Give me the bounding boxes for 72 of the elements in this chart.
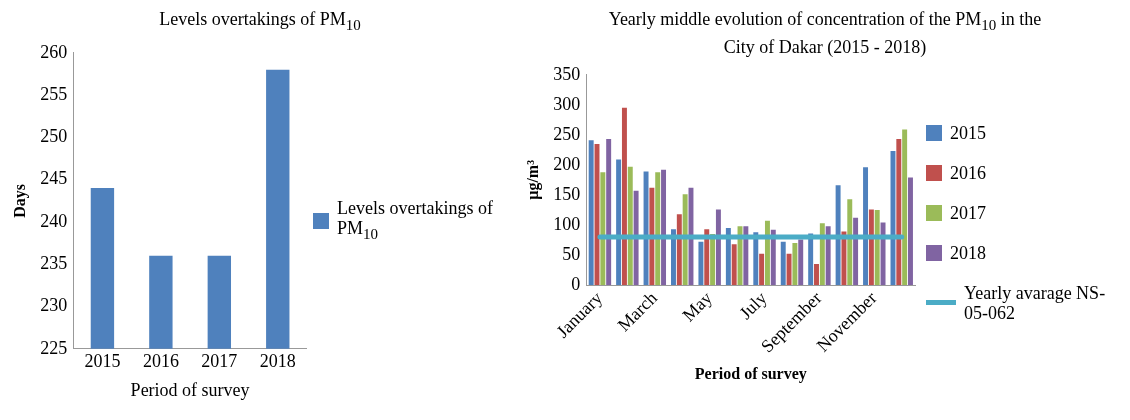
bar: [616, 159, 622, 285]
chart-title: Levels overtakings of PM$_{10}$: [159, 8, 361, 35]
bar: [655, 171, 661, 285]
y-tick-label: 0: [571, 273, 581, 294]
x-tick-label: 2018: [259, 350, 296, 371]
y-tick-label: 235: [40, 252, 68, 273]
bar: [808, 233, 814, 285]
y-tick-label: 300: [553, 93, 581, 114]
y-axis-title: µg/m³: [523, 159, 542, 200]
y-tick-label: 200: [553, 153, 581, 174]
y-tick-label: 255: [40, 83, 68, 104]
x-axis-title: Period of survey: [694, 364, 807, 383]
bar: [780, 241, 786, 285]
bar: [907, 177, 913, 285]
bar: [825, 225, 831, 285]
bar: [896, 138, 902, 285]
y-tick-label: 100: [553, 213, 581, 234]
bar: [880, 222, 886, 285]
x-tick-label: 2017: [201, 350, 238, 371]
bar: [606, 138, 612, 285]
bar: [621, 107, 627, 285]
y-tick-label: 260: [40, 41, 68, 62]
bar: [798, 239, 804, 285]
y-tick-label: 350: [553, 63, 581, 84]
y-tick-label: 250: [553, 123, 581, 144]
bar: [588, 139, 594, 285]
bar: [819, 222, 825, 285]
x-axis-title: Period of survey: [130, 379, 250, 400]
y-tick-label: 240: [40, 210, 68, 231]
bar: [847, 198, 853, 285]
x-tick-label: 2015: [84, 350, 121, 371]
bar: [698, 241, 704, 285]
bar: [633, 190, 639, 285]
bar: [600, 171, 606, 285]
bar: [764, 220, 770, 285]
legend-label: 2018: [950, 242, 986, 263]
bar: [792, 242, 798, 285]
legend-label: Yearly avarage NS-05-062: [964, 282, 1107, 323]
bar: [649, 187, 655, 285]
bar: [743, 225, 749, 285]
bar: [688, 187, 694, 285]
bar: [814, 263, 819, 285]
y-tick-label: 245: [40, 167, 68, 188]
chart-title: Yearly middle evolution of concentration of the PM$_{10}$ in the City of Dakar (2015 - 2018): [608, 9, 1042, 57]
x-tick-label: May: [678, 287, 716, 325]
bar: [710, 233, 716, 285]
y-tick-label: 225: [40, 337, 68, 358]
bar: [786, 253, 792, 285]
y-tick-label: 150: [553, 183, 581, 204]
x-tick-label: 2016: [142, 350, 179, 371]
bar: [835, 184, 841, 285]
legend-label: Levels overtakings of PM$_{10}$: [337, 197, 494, 244]
legend-label: 2015: [950, 122, 986, 143]
bar: [731, 243, 737, 285]
bar: [715, 208, 721, 285]
y-tick-label: 50: [562, 243, 581, 264]
y-tick-label: 230: [40, 294, 68, 315]
bar: [902, 129, 908, 285]
bar: [643, 171, 649, 285]
y-tick-label: 250: [40, 125, 68, 146]
bar: [874, 209, 880, 285]
legend-label: 2017: [950, 202, 986, 223]
bar: [627, 166, 633, 285]
bar: [682, 193, 688, 285]
bar: [863, 166, 869, 285]
bar: [661, 169, 667, 285]
bar: [759, 253, 765, 285]
bar: [676, 213, 682, 285]
legend-label: 2016: [950, 162, 986, 183]
bar: [853, 217, 859, 285]
y-axis-title: Days: [10, 183, 29, 218]
bar: [868, 208, 874, 285]
